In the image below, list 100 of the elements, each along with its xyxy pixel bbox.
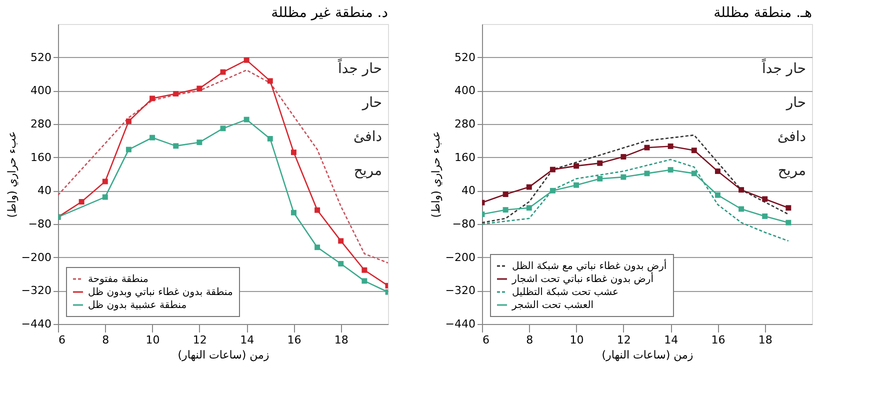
point bbox=[502, 207, 508, 213]
legend-label: العشب تحت الشجر bbox=[511, 300, 594, 311]
point bbox=[574, 163, 580, 169]
y-tick-label: 40 bbox=[462, 184, 476, 198]
point bbox=[196, 140, 202, 146]
point bbox=[338, 238, 344, 244]
point bbox=[102, 178, 108, 184]
point bbox=[150, 134, 156, 140]
chart-title: د. منطقة غير مظللة bbox=[271, 5, 388, 21]
x-tick-label: 12 bbox=[192, 334, 207, 346]
legend-label: منطقة بدون غطاء نباتي وبدون ظل bbox=[88, 287, 233, 298]
point bbox=[597, 160, 603, 166]
x-tick-label: 12 bbox=[616, 334, 631, 346]
y-tick-label: −440 bbox=[445, 318, 476, 330]
x-tick-label: 6 bbox=[482, 334, 490, 346]
annotation: حار bbox=[361, 95, 382, 111]
point bbox=[526, 205, 532, 211]
point bbox=[220, 69, 226, 75]
annotation: دافئ bbox=[778, 129, 806, 145]
point bbox=[762, 213, 768, 219]
point bbox=[290, 210, 296, 216]
point bbox=[786, 220, 792, 226]
x-axis-title: زمن (ساعات النهار) bbox=[602, 348, 694, 362]
y-tick-label: 280 bbox=[30, 118, 52, 130]
point bbox=[314, 244, 320, 250]
y-tick-label: −440 bbox=[21, 318, 52, 330]
point bbox=[150, 96, 156, 102]
y-tick-label: 160 bbox=[454, 150, 476, 164]
x-tick-label: 18 bbox=[334, 334, 348, 346]
point bbox=[668, 143, 674, 149]
chart-title: هـ. منطقة مظللة bbox=[714, 5, 812, 21]
y-tick-label: 160 bbox=[30, 150, 52, 164]
point bbox=[691, 148, 697, 154]
point bbox=[102, 194, 108, 200]
point bbox=[502, 192, 508, 198]
y-tick-label: −200 bbox=[21, 250, 52, 264]
legend-label: عشب تحت شبكة التظليل bbox=[512, 287, 619, 298]
point bbox=[78, 199, 84, 205]
point bbox=[668, 167, 674, 173]
x-tick-label: 10 bbox=[570, 334, 584, 346]
y-tick-label: 520 bbox=[454, 50, 476, 64]
point bbox=[620, 154, 626, 160]
point bbox=[526, 184, 532, 190]
point bbox=[644, 144, 650, 150]
y-tick-label: 400 bbox=[30, 84, 52, 98]
y-tick-label: −320 bbox=[445, 284, 476, 298]
point bbox=[314, 207, 320, 213]
y-tick-label: 40 bbox=[38, 184, 52, 198]
x-tick-label: 10 bbox=[146, 334, 160, 346]
point bbox=[173, 90, 179, 96]
point bbox=[126, 146, 132, 152]
point bbox=[244, 116, 250, 122]
legend-label: منطقة عشبية بدون ظل bbox=[88, 300, 187, 311]
point bbox=[644, 170, 650, 176]
legend-label: منطقة مفتوحة bbox=[88, 274, 148, 285]
x-tick-label: 18 bbox=[758, 334, 772, 346]
point bbox=[267, 136, 273, 142]
point bbox=[220, 126, 226, 132]
x-tick-label: 8 bbox=[526, 334, 534, 346]
y-tick-label: 400 bbox=[454, 84, 476, 98]
x-tick-label: 16 bbox=[287, 334, 302, 346]
annotation: دافئ bbox=[354, 129, 382, 145]
point bbox=[126, 118, 132, 124]
annotation: مريح bbox=[778, 163, 806, 179]
point bbox=[550, 166, 556, 172]
point bbox=[597, 176, 603, 182]
point bbox=[267, 78, 273, 84]
y-tick-label: 520 bbox=[30, 50, 52, 64]
point bbox=[196, 86, 202, 92]
x-tick-label: 8 bbox=[102, 334, 110, 346]
point bbox=[362, 267, 368, 273]
x-tick-label: 6 bbox=[58, 334, 66, 346]
point bbox=[338, 260, 344, 266]
y-tick-label: −80 bbox=[452, 218, 476, 230]
annotation: حار جداً bbox=[337, 58, 382, 77]
point bbox=[362, 278, 368, 284]
legend-label: أرض بدون غطاء نباتي مع شبكة الظل bbox=[512, 259, 667, 272]
point bbox=[574, 182, 580, 188]
annotation: حار bbox=[785, 95, 806, 111]
y-axis-title: عبء حراري (واط) bbox=[429, 131, 442, 218]
y-tick-label: 280 bbox=[454, 118, 476, 130]
y-tick-label: −200 bbox=[445, 250, 476, 264]
y-axis-title: عبء حراري (واط) bbox=[5, 131, 18, 218]
point bbox=[738, 187, 744, 193]
x-tick-label: 16 bbox=[711, 334, 726, 346]
legend-label: أرض بدون غطاء نباتي تحت اشجار bbox=[511, 272, 654, 285]
point bbox=[244, 57, 250, 63]
point bbox=[762, 196, 768, 202]
point bbox=[173, 143, 179, 149]
point bbox=[738, 206, 744, 212]
point bbox=[714, 192, 720, 198]
point bbox=[714, 168, 720, 174]
x-tick-label: 14 bbox=[664, 334, 678, 346]
x-axis-title: زمن (ساعات النهار) bbox=[178, 348, 270, 362]
annotation: مريح bbox=[354, 163, 382, 179]
x-tick-label: 14 bbox=[240, 334, 254, 346]
annotation: حار جداً bbox=[761, 58, 806, 77]
y-tick-label: −80 bbox=[28, 218, 52, 230]
point bbox=[691, 170, 697, 176]
point bbox=[290, 150, 296, 156]
